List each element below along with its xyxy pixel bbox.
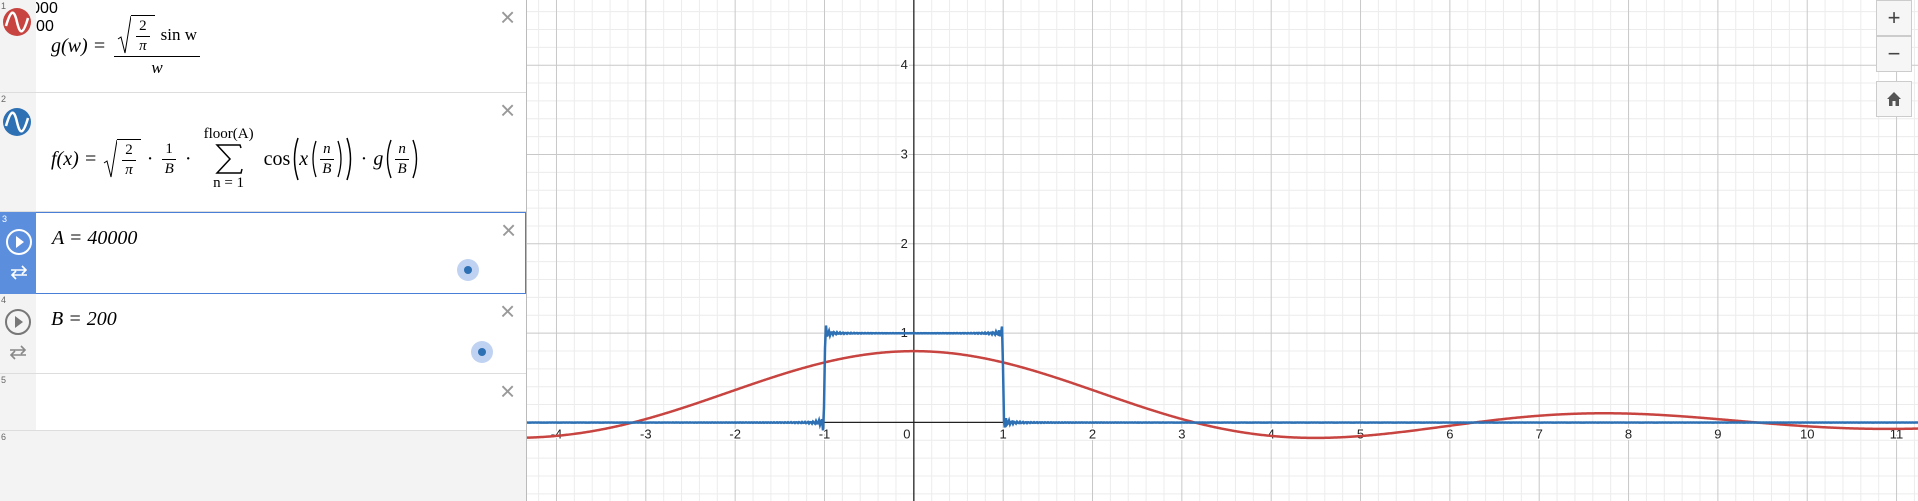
den: B bbox=[164, 160, 174, 177]
fn: g bbox=[373, 147, 384, 170]
graph-icon[interactable] bbox=[2, 107, 32, 137]
slider-expression: B = 200 bbox=[51, 308, 117, 330]
row-number: 3 bbox=[2, 214, 8, 224]
radical bbox=[103, 139, 118, 178]
x-tick-label: 10 bbox=[1800, 426, 1814, 441]
row-gutter bbox=[0, 374, 36, 430]
x-tick-label: 4 bbox=[1268, 426, 1275, 441]
play-button[interactable] bbox=[3, 307, 33, 337]
paren bbox=[345, 137, 351, 181]
formula: B = 200 bbox=[51, 308, 117, 331]
den: B bbox=[322, 160, 332, 177]
delete-button[interactable]: × bbox=[500, 95, 516, 125]
y-tick-label: 2 bbox=[901, 236, 908, 251]
num: 2 bbox=[136, 18, 150, 37]
dot: · bbox=[184, 147, 192, 170]
zoom-in[interactable]: + bbox=[1876, 0, 1912, 36]
x-tick-label: 2 bbox=[1089, 426, 1096, 441]
row-number: 5 bbox=[1, 375, 7, 385]
sum-bottom: n = 1 bbox=[213, 175, 245, 191]
x-tick-label: 9 bbox=[1714, 426, 1721, 441]
sigma bbox=[214, 144, 243, 174]
radical bbox=[117, 15, 132, 53]
x-tick-label: 1 bbox=[1000, 426, 1007, 441]
paren bbox=[312, 140, 317, 178]
num: n bbox=[395, 141, 409, 160]
slider-handle[interactable] bbox=[471, 341, 493, 363]
curve-f bbox=[527, 325, 1918, 431]
num: 1 bbox=[162, 141, 176, 160]
delete-button[interactable]: × bbox=[500, 2, 516, 32]
expression-row[interactable]: 4 × B = 200 bbox=[0, 294, 526, 374]
x-tick-label: -2 bbox=[729, 426, 741, 441]
delete-button[interactable]: × bbox=[500, 296, 516, 326]
sum-top: floor(A) bbox=[203, 126, 254, 142]
var: x bbox=[299, 147, 309, 170]
row-number: 6 bbox=[1, 432, 7, 442]
lhs: f(x) = bbox=[51, 147, 98, 170]
slider-expression: A = 40000 bbox=[52, 227, 138, 249]
x-tick-label: -1 bbox=[819, 426, 831, 441]
dot: · bbox=[360, 147, 368, 170]
loop-button[interactable] bbox=[8, 263, 30, 281]
paren bbox=[294, 137, 299, 181]
x-tick-label: 3 bbox=[1178, 426, 1185, 441]
delete-button[interactable]: × bbox=[501, 215, 517, 245]
x-tick-label: 0 bbox=[903, 426, 910, 441]
x-tick-label: 6 bbox=[1446, 426, 1453, 441]
x-tick-label: 8 bbox=[1625, 426, 1632, 441]
num: 2 bbox=[122, 142, 136, 161]
curve-g bbox=[527, 349, 1918, 440]
lhs: g(w) = bbox=[51, 34, 107, 57]
slider-handle[interactable] bbox=[457, 259, 479, 281]
cos: cos bbox=[263, 147, 291, 170]
y-tick-label: 3 bbox=[901, 146, 908, 161]
row-number: 2 bbox=[1, 94, 7, 104]
row-number: 1 bbox=[1, 1, 7, 11]
expression-row[interactable]: 3 × A = 40000 bbox=[0, 212, 526, 294]
den: w bbox=[151, 57, 163, 77]
num: n bbox=[320, 141, 334, 160]
loop-button[interactable] bbox=[7, 343, 29, 361]
play-button[interactable] bbox=[4, 227, 34, 257]
row-number: 4 bbox=[1, 295, 7, 305]
home-icon bbox=[1887, 92, 1901, 106]
formula: A = 40000 bbox=[52, 227, 137, 250]
paren bbox=[337, 140, 342, 178]
delete-button[interactable]: × bbox=[500, 376, 516, 406]
x-tick-label: 7 bbox=[1536, 426, 1543, 441]
x-tick-label: -4 bbox=[551, 426, 563, 441]
expression-row[interactable]: 6 bbox=[0, 431, 526, 501]
den: B bbox=[397, 160, 407, 177]
graph-icon[interactable] bbox=[2, 7, 32, 37]
den: π bbox=[125, 162, 133, 178]
fn: sin w bbox=[160, 24, 198, 44]
paren bbox=[387, 139, 392, 179]
home-button[interactable] bbox=[1876, 81, 1912, 117]
expression-row[interactable]: 5 × bbox=[0, 374, 526, 431]
x-tick-label: 5 bbox=[1357, 426, 1364, 441]
paren bbox=[412, 139, 418, 179]
dot: · bbox=[146, 147, 154, 170]
y-tick-label: 4 bbox=[901, 57, 908, 72]
x-tick-label: -3 bbox=[640, 426, 652, 441]
den: π bbox=[139, 37, 147, 54]
zoom-out[interactable]: − bbox=[1876, 36, 1912, 72]
